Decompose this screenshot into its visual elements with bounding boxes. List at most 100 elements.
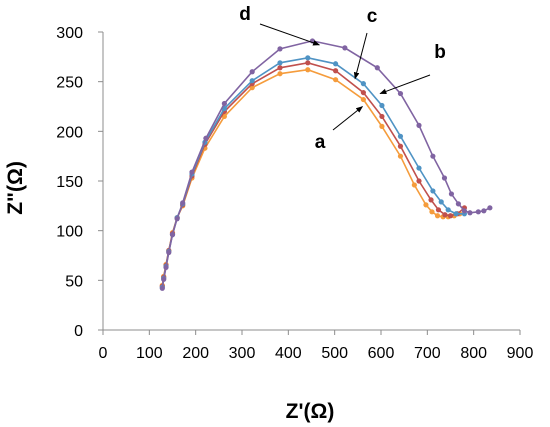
data-point xyxy=(166,249,172,256)
data-point xyxy=(416,178,422,184)
data-point xyxy=(379,123,385,129)
data-point xyxy=(379,113,385,120)
y-tick-label: 50 xyxy=(65,273,83,290)
data-point xyxy=(277,46,283,52)
series-c xyxy=(159,55,467,290)
data-point xyxy=(249,69,255,75)
data-point xyxy=(475,209,481,215)
data-point xyxy=(442,212,448,218)
annotation-label: c xyxy=(367,6,378,27)
y-tick-label: 250 xyxy=(56,75,83,92)
annotation-arrow xyxy=(379,74,431,95)
data-point xyxy=(163,264,169,271)
annotation-label: d xyxy=(239,4,251,25)
data-point xyxy=(453,211,459,217)
series-group xyxy=(159,38,493,291)
y-tick-label: 100 xyxy=(56,224,83,241)
annotation-c: c xyxy=(353,6,378,80)
annotation-label: a xyxy=(315,132,326,153)
data-point xyxy=(360,81,366,87)
annotation-arrow xyxy=(332,106,364,131)
data-point xyxy=(411,182,417,188)
data-point xyxy=(423,202,429,208)
data-point xyxy=(249,85,255,91)
annotation-arrow xyxy=(353,32,368,80)
data-point xyxy=(180,200,186,206)
x-tick-label: 400 xyxy=(275,345,302,362)
data-point xyxy=(374,65,380,71)
data-point xyxy=(360,89,366,96)
x-tick-label: 900 xyxy=(507,345,534,362)
data-point xyxy=(397,90,404,97)
data-point xyxy=(434,213,441,219)
data-point xyxy=(441,175,448,181)
series-d xyxy=(159,38,493,291)
data-point xyxy=(430,188,436,194)
x-tick-label: 600 xyxy=(368,345,395,362)
x-tick-label: 0 xyxy=(99,345,108,362)
annotation-a: a xyxy=(315,106,364,153)
data-point xyxy=(249,78,255,84)
data-point xyxy=(332,68,339,74)
data-point xyxy=(435,207,442,213)
data-point xyxy=(203,135,209,141)
annotation-d: d xyxy=(239,4,321,46)
data-point xyxy=(332,77,339,83)
data-point xyxy=(161,276,167,282)
data-point xyxy=(277,71,283,77)
data-point xyxy=(379,102,385,109)
data-point xyxy=(438,199,444,205)
data-point xyxy=(397,153,404,159)
data-point xyxy=(397,133,404,139)
x-tick-label: 800 xyxy=(460,345,487,362)
annotation-label: b xyxy=(434,42,446,63)
data-point xyxy=(159,285,165,291)
data-point xyxy=(455,201,461,207)
annotation-b: b xyxy=(379,42,446,95)
data-point xyxy=(461,208,467,214)
data-point xyxy=(305,67,311,73)
data-point xyxy=(481,208,487,214)
series-line-b xyxy=(161,61,465,287)
y-tick-label: 0 xyxy=(74,323,83,340)
series-line-c xyxy=(161,56,465,288)
data-point xyxy=(487,205,493,211)
x-tick-label: 200 xyxy=(182,345,209,362)
data-point xyxy=(397,143,404,149)
series-line-a xyxy=(161,68,461,286)
data-point xyxy=(429,209,435,215)
data-point xyxy=(428,197,434,203)
data-point xyxy=(332,61,339,67)
data-point xyxy=(430,153,436,159)
data-point xyxy=(448,191,455,197)
data-point xyxy=(445,207,451,213)
y-tick-label: 300 xyxy=(56,25,83,42)
data-point xyxy=(467,210,473,216)
data-point xyxy=(174,216,180,222)
data-point xyxy=(277,60,283,66)
data-point xyxy=(342,45,348,51)
x-tick-label: 700 xyxy=(414,345,441,362)
x-tick-label: 300 xyxy=(229,345,256,362)
y-tick-label: 150 xyxy=(56,174,83,191)
annotation-arrow xyxy=(259,23,321,46)
y-axis-title: Z"(Ω) xyxy=(4,161,27,215)
data-point xyxy=(416,165,422,171)
data-point xyxy=(221,100,227,107)
x-tick-label: 100 xyxy=(136,345,163,362)
series-line-d xyxy=(161,40,491,289)
data-point xyxy=(360,96,366,103)
data-point xyxy=(169,232,176,238)
data-point xyxy=(305,55,311,61)
x-axis-title: Z'(Ω) xyxy=(286,400,335,423)
annotations: a b c d xyxy=(239,4,446,153)
y-tick-label: 200 xyxy=(56,124,83,141)
data-point xyxy=(447,213,454,219)
data-point xyxy=(277,65,283,71)
axes: 0 100 200 300 400 500 600 700 800 900 0 50 100 150 200… xyxy=(56,25,533,362)
data-point xyxy=(416,122,422,128)
data-point xyxy=(189,169,195,175)
data-point xyxy=(305,60,311,66)
x-tick-label: 500 xyxy=(321,345,348,362)
